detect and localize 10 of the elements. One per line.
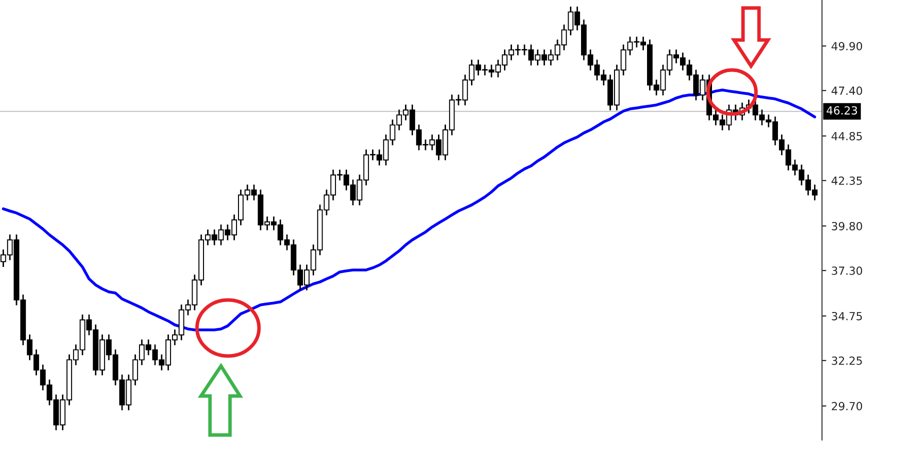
y-tick-label: 49.90 <box>832 42 862 50</box>
y-tick-label: 39.80 <box>832 222 862 230</box>
y-tick-label: 44.85 <box>832 132 862 140</box>
y-tick-label: 32.25 <box>832 356 862 365</box>
y-tick-label: 37.30 <box>832 266 862 275</box>
y-tick-label: 47.40 <box>832 86 862 95</box>
y-tick-label: 42.35 <box>832 176 862 185</box>
y-tick-label: 34.75 <box>832 312 862 320</box>
ref-line-label: 46.23 <box>826 106 858 115</box>
y-tick-label: 29.70 <box>832 402 862 410</box>
